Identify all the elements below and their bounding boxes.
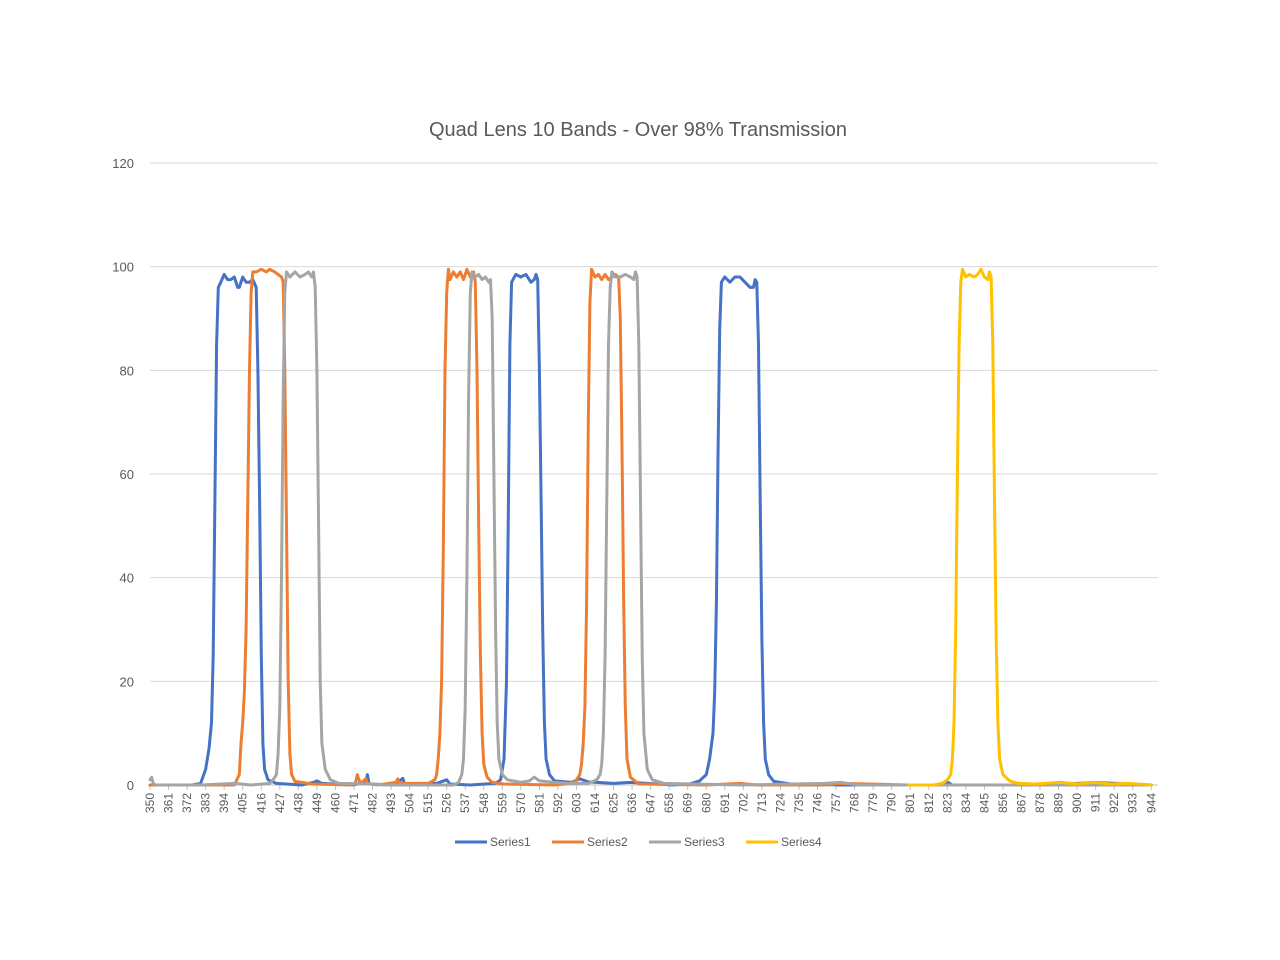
x-tick-label: 790 <box>885 793 899 813</box>
x-tick-label: 680 <box>699 793 713 813</box>
x-tick-label: 735 <box>792 793 806 813</box>
y-axis-ticks: 0 20 40 60 80 100 120 <box>112 156 134 793</box>
x-tick-label: 526 <box>440 793 454 813</box>
y-tick-label: 0 <box>127 778 134 793</box>
legend-label-1: Series1 <box>490 835 531 849</box>
x-tick-label: 702 <box>736 793 750 813</box>
x-tick-label: 592 <box>551 793 565 813</box>
x-tick-label: 768 <box>848 793 862 813</box>
legend-label-3: Series3 <box>684 835 725 849</box>
legend-label-2: Series2 <box>587 835 628 849</box>
x-tick-label: 537 <box>458 793 472 813</box>
x-tick-label: 724 <box>773 793 787 813</box>
x-tick-label: 614 <box>588 793 602 813</box>
x-tick-label: 878 <box>1033 793 1047 813</box>
x-tick-label: 933 <box>1126 793 1140 813</box>
x-tick-label: 856 <box>996 793 1010 813</box>
x-tick-label: 394 <box>217 793 231 813</box>
series-line-4 <box>907 267 1153 787</box>
x-axis-ticks: 350 361 372 383 394 405 416 427 438 449 460 471 482 4… <box>143 785 1158 813</box>
x-tick-label: 647 <box>644 793 658 813</box>
x-tick-label: 889 <box>1052 793 1066 813</box>
x-tick-label: 636 <box>625 793 639 813</box>
x-tick-label: 944 <box>1144 793 1158 813</box>
x-tick-label: 834 <box>959 793 973 813</box>
x-tick-label: 570 <box>514 793 528 813</box>
x-tick-label: 779 <box>866 793 880 813</box>
x-tick-label: 845 <box>977 793 991 813</box>
chart-title: Quad Lens 10 Bands - Over 98% Transmissi… <box>429 119 847 141</box>
legend-label-4: Series4 <box>781 835 822 849</box>
y-tick-label: 40 <box>120 571 134 586</box>
y-tick-label: 80 <box>120 363 134 378</box>
x-tick-label: 460 <box>328 793 342 813</box>
series-line-2 <box>148 267 1153 787</box>
legend: Series1 Series2 Series3 Series4 <box>455 835 822 849</box>
y-tick-label: 20 <box>120 674 134 689</box>
x-tick-label: 746 <box>811 793 825 813</box>
x-tick-label: 625 <box>607 793 621 813</box>
x-tick-label: 449 <box>310 793 324 813</box>
x-tick-label: 823 <box>940 793 954 813</box>
y-tick-label: 60 <box>120 467 134 482</box>
x-tick-label: 482 <box>366 793 380 813</box>
x-tick-label: 383 <box>199 793 213 813</box>
x-tick-label: 867 <box>1014 793 1028 813</box>
series-lines <box>148 267 1153 787</box>
x-tick-label: 493 <box>384 793 398 813</box>
x-tick-label: 427 <box>273 793 287 813</box>
x-tick-label: 658 <box>662 793 676 813</box>
x-tick-label: 548 <box>477 793 491 813</box>
x-tick-label: 801 <box>903 793 917 813</box>
x-tick-label: 900 <box>1070 793 1084 813</box>
y-tick-label: 100 <box>112 260 134 275</box>
x-tick-label: 691 <box>718 793 732 813</box>
x-tick-label: 471 <box>347 793 361 813</box>
y-tick-label: 120 <box>112 156 134 171</box>
x-tick-label: 361 <box>162 793 176 813</box>
x-tick-label: 713 <box>755 793 769 813</box>
x-tick-label: 350 <box>143 793 157 813</box>
x-tick-label: 559 <box>495 793 509 813</box>
series-line-1 <box>148 272 1153 787</box>
series-line-3 <box>148 270 1153 787</box>
x-tick-label: 757 <box>829 793 843 813</box>
x-tick-label: 405 <box>236 793 250 813</box>
grid-lines <box>150 162 1158 786</box>
x-tick-label: 669 <box>681 793 695 813</box>
x-tick-label: 438 <box>291 793 305 813</box>
x-tick-label: 603 <box>569 793 583 813</box>
x-tick-label: 911 <box>1089 793 1103 812</box>
x-tick-label: 812 <box>922 793 936 813</box>
x-tick-label: 504 <box>403 793 417 813</box>
x-tick-label: 581 <box>532 793 546 813</box>
x-tick-label: 416 <box>254 793 268 813</box>
x-tick-label: 922 <box>1107 793 1121 813</box>
x-tick-label: 515 <box>421 793 435 813</box>
x-tick-label: 372 <box>180 793 194 813</box>
